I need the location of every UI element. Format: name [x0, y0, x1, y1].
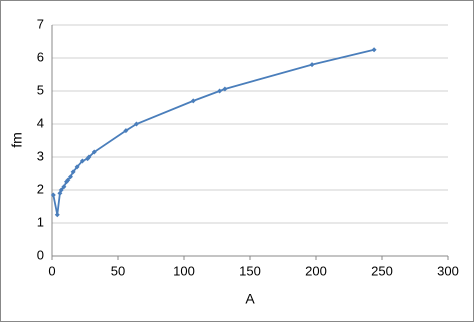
data-point: [50, 192, 56, 198]
y-tick-label: 3: [37, 148, 44, 163]
x-tick-label: 150: [239, 263, 261, 278]
data-point: [61, 184, 67, 190]
x-tick-label: 100: [173, 263, 195, 278]
data-point: [54, 212, 60, 218]
x-tick-label: 0: [48, 263, 55, 278]
data-point: [190, 98, 196, 104]
y-axis-label: fm: [9, 132, 25, 148]
y-tick-label: 4: [37, 115, 44, 130]
data-point: [371, 47, 377, 53]
x-tick-label: 250: [371, 263, 393, 278]
data-point: [67, 174, 73, 180]
data-point: [65, 177, 71, 183]
y-tick-label: 7: [37, 16, 44, 31]
data-point: [123, 128, 129, 134]
data-point: [91, 149, 97, 155]
data-point: [70, 169, 76, 175]
x-tick-label: 50: [111, 263, 125, 278]
y-tick-label: 5: [37, 82, 44, 97]
data-point: [217, 88, 223, 94]
y-tick-label: 1: [37, 214, 44, 229]
x-axis-label: A: [245, 291, 255, 307]
y-tick-label: 6: [37, 49, 44, 64]
data-point: [222, 86, 228, 92]
x-tick-label: 200: [305, 263, 327, 278]
data-point: [74, 164, 80, 170]
data-point: [309, 62, 315, 68]
data-point: [133, 121, 139, 127]
data-point: [79, 158, 85, 164]
data-point: [86, 154, 92, 160]
data-point: [58, 187, 64, 193]
x-tick-label: 300: [437, 263, 459, 278]
y-tick-label: 2: [37, 181, 44, 196]
y-tick-label: 0: [37, 247, 44, 262]
